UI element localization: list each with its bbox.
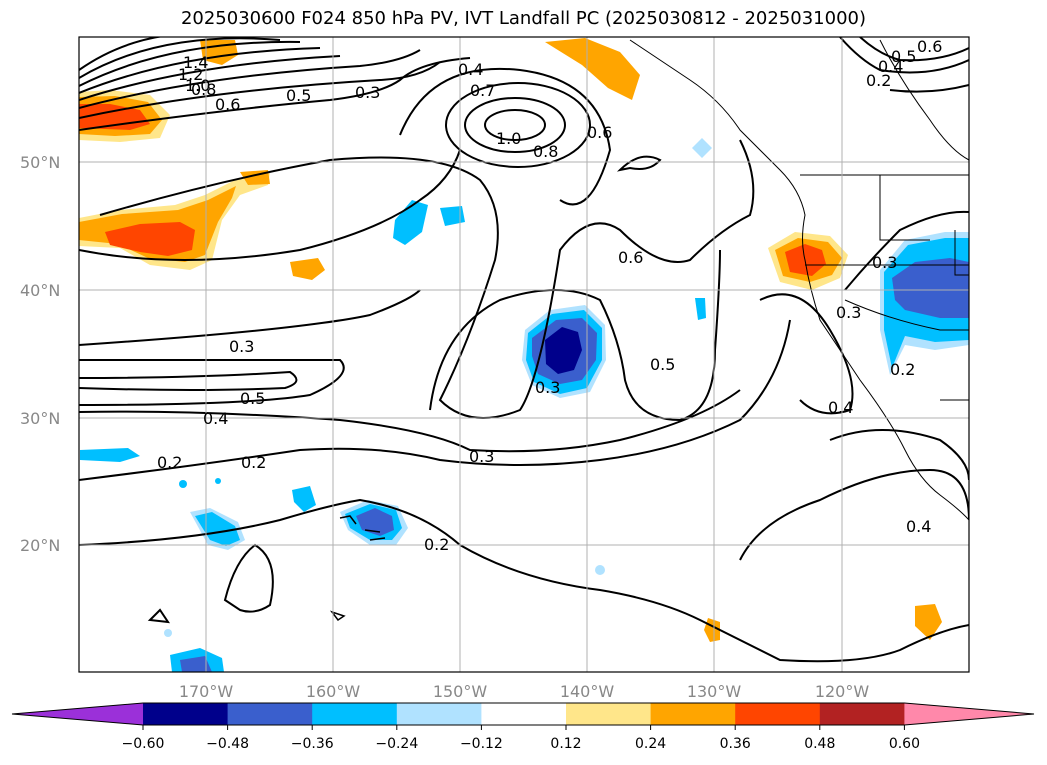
contour-label: 0.7: [470, 81, 495, 100]
contour-label: 0.5: [650, 355, 675, 374]
gridlines: [79, 37, 969, 672]
colorbar-swatch: [396, 703, 482, 725]
colorbar-tick-label: −0.48: [206, 736, 249, 752]
contour-label: 0.2: [890, 360, 915, 379]
colorbar-tick-label: −0.12: [460, 736, 503, 752]
contour-label: 0.3: [872, 253, 897, 272]
colorbar-extend-high: [904, 703, 1034, 725]
colorbar-swatch: [650, 703, 736, 725]
lon-label: 120°W: [815, 682, 870, 701]
colorbar-tick-label: 0.36: [720, 736, 751, 752]
colorbar-tick-label: 0.12: [550, 736, 581, 752]
colorbar-swatch: [481, 703, 567, 725]
contour-label: 0.6: [587, 123, 612, 142]
colorbar-swatch: [143, 703, 229, 725]
contour-label: 0.3: [535, 378, 560, 397]
contour-label: 0.4: [878, 57, 903, 76]
contour-label: 0.4: [458, 60, 483, 79]
contour-label: 0.6: [215, 95, 240, 114]
contour-labels: 1.4 1.2 1.0 0.8 0.6 0.5 0.3 0.4 0.7 1.0 …: [157, 37, 942, 554]
latitude-labels: 50°N 40°N 30°N 20°N: [20, 153, 60, 555]
contour-label: 0.8: [533, 142, 558, 161]
colorbar-swatch: [227, 703, 313, 725]
contour-label: 0.2: [157, 453, 182, 472]
lon-label: 160°W: [306, 682, 361, 701]
contour-label: 0.5: [286, 86, 311, 105]
contour-label: 0.5: [240, 389, 265, 408]
colorbar-tick-label: −0.60: [122, 736, 165, 752]
colorbar-swatch: [819, 703, 905, 725]
contour-label: 0.5: [891, 47, 916, 66]
colorbar: −0.60 −0.48 −0.36 −0.24 −0.12 0.12 0.24 0.36 0.4…: [11, 702, 1035, 752]
contour-label: 0.3: [469, 447, 494, 466]
colorbar-extend-low: [12, 703, 143, 725]
contour-label: 0.4: [828, 398, 853, 417]
contour-label: 1.4: [183, 53, 208, 72]
colorbar-tick-label: 0.60: [889, 736, 920, 752]
lat-label: 40°N: [20, 281, 60, 300]
contour-label: 1.0: [496, 129, 521, 148]
map-title: 2025030600 F024 850 hPa PV, IVT Landfall…: [180, 8, 867, 29]
colorbar-tick-label: −0.24: [375, 736, 418, 752]
contour-label: 0.3: [836, 303, 861, 322]
contour-label: 1.2: [178, 65, 203, 84]
lat-label: 20°N: [20, 536, 60, 555]
lat-label: 50°N: [20, 153, 60, 172]
pv-contours: [79, 37, 969, 663]
colorbar-swatch: [566, 703, 652, 725]
contour-label: 0.2: [866, 71, 891, 90]
colorbar-tick-label: 0.48: [804, 736, 835, 752]
lon-label: 140°W: [560, 682, 615, 701]
contour-label: 0.4: [203, 409, 228, 428]
islands: [329, 515, 386, 622]
contour-label: 0.6: [618, 248, 643, 267]
colorbar-swatch: [735, 703, 821, 725]
contour-label: 0.3: [355, 83, 380, 102]
colorbar-swatch: [312, 703, 398, 725]
contour-label: 0.8: [191, 80, 216, 99]
contour-label: 0.3: [229, 337, 254, 356]
longitude-labels: 170°W 160°W 150°W 140°W 130°W 120°W: [179, 682, 870, 701]
lon-label: 170°W: [179, 682, 234, 701]
map-frame: [78, 36, 970, 673]
lat-label: 30°N: [20, 409, 60, 428]
contour-label: 0.6: [917, 37, 942, 56]
coastlines: [629, 39, 969, 521]
contour-label: 0.4: [906, 517, 931, 536]
colorbar-tick-label: 0.24: [635, 736, 666, 752]
lon-label: 130°W: [687, 682, 742, 701]
contour-label: 0.2: [241, 453, 266, 472]
colorbar-tick-label: −0.36: [291, 736, 334, 752]
contour-label: 0.2: [424, 535, 449, 554]
lon-label: 150°W: [433, 682, 488, 701]
contour-label: 1.0: [185, 76, 210, 95]
